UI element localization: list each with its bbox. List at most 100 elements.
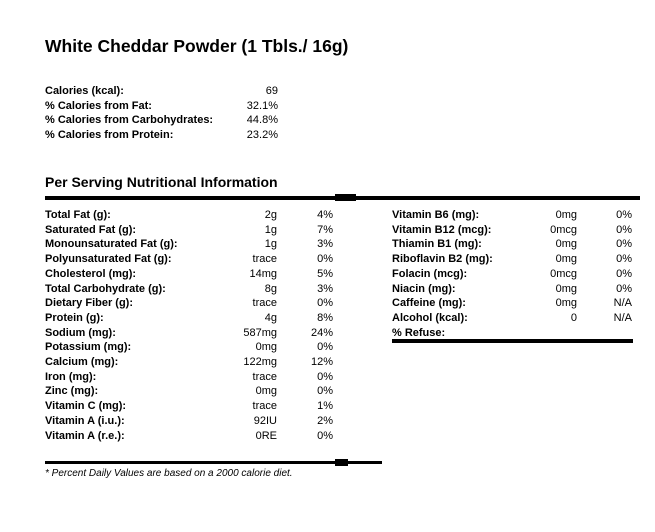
nutrient-amount: 0mg xyxy=(255,341,277,354)
nutrient-daily-value: 4% xyxy=(317,209,333,221)
nutrient-daily-value: 0% xyxy=(317,385,333,398)
nutrient-amount: 0mcg xyxy=(550,267,577,280)
nutrient-amount: 0mg xyxy=(555,297,577,310)
nutrient-amount: 0mcg xyxy=(550,223,577,236)
nutrient-amount: 1g xyxy=(264,238,277,251)
nutrient-label: Zinc (mg): xyxy=(45,385,99,398)
nutrient-daily-value: 12% xyxy=(310,356,333,369)
nutrients-table-left: Total Fat (g): 2g 4% Saturated Fat (g): … xyxy=(45,208,333,443)
nutrient-row: Vitamin B6 (mg): 0mg 0% xyxy=(392,208,632,223)
nutrient-daily-value: 0% xyxy=(317,370,333,383)
nutrient-row: Cholesterol (mg): 14mg 5% xyxy=(45,267,333,282)
nutrient-amount: 0mg xyxy=(555,238,577,251)
nutrient-label: Calcium (mg): xyxy=(45,356,119,369)
section-header: Per Serving Nutritional Information xyxy=(45,174,278,190)
nutrient-label: Sodium (mg): xyxy=(45,326,116,339)
nutrient-daily-value: 0% xyxy=(616,209,632,221)
nutrient-row: Monounsaturated Fat (g): 1g 3% xyxy=(45,237,333,252)
nutrient-row: Total Fat (g): 2g 4% xyxy=(45,208,333,223)
nutrient-daily-value: 3% xyxy=(317,282,333,295)
nutrient-amount: 0mg xyxy=(555,282,577,295)
calorie-row-label: % Calories from Fat: xyxy=(45,99,152,112)
nutrient-row: Vitamin A (r.e.): 0RE 0% xyxy=(45,429,333,444)
nutrient-daily-value: 0% xyxy=(317,429,333,442)
nutrient-label: Vitamin C (mg): xyxy=(45,400,127,413)
nutrient-label: Vitamin B12 (mcg): xyxy=(392,223,492,236)
nutrient-row: Potassium (mg): 0mg 0% xyxy=(45,340,333,355)
nutrient-label: Saturated Fat (g): xyxy=(45,223,137,236)
nutrient-amount: 0mg xyxy=(255,385,277,398)
calorie-row-label: Calories (kcal): xyxy=(45,85,124,97)
nutrient-row: Niacin (mg): 0mg 0% xyxy=(392,282,632,297)
nutrient-row: % Refuse: xyxy=(392,326,632,341)
nutrient-label: Potassium (mg): xyxy=(45,341,132,354)
nutrient-row: Thiamin B1 (mg): 0mg 0% xyxy=(392,237,632,252)
nutrient-row: Total Carbohydrate (g): 8g 3% xyxy=(45,282,333,297)
nutrient-label: Caffeine (mg): xyxy=(392,297,466,310)
nutrient-amount: 4g xyxy=(264,311,277,324)
nutrient-daily-value: 0% xyxy=(317,253,333,266)
nutrient-daily-value: 8% xyxy=(317,311,333,324)
calorie-row-value: 23.2% xyxy=(246,129,278,142)
nutrient-daily-value: 0% xyxy=(616,238,632,251)
nutrient-label: Vitamin A (i.u.): xyxy=(45,414,125,427)
nutrient-label: Total Fat (g): xyxy=(45,209,111,221)
nutrient-row: Vitamin C (mg): trace 1% xyxy=(45,399,333,414)
nutrient-row: Vitamin B12 (mcg): 0mcg 0% xyxy=(392,223,632,238)
nutrient-daily-value: 3% xyxy=(317,238,333,251)
nutrient-row: Riboflavin B2 (mg): 0mg 0% xyxy=(392,252,632,267)
nutrient-daily-value: 0% xyxy=(616,282,632,295)
nutrient-label: Folacin (mcg): xyxy=(392,267,468,280)
calories-summary-table: Calories (kcal): 69 % Calories from Fat:… xyxy=(45,84,278,143)
calorie-row-label: % Calories from Carbohydrates: xyxy=(45,114,214,127)
nutrient-amount: 122mg xyxy=(243,356,277,369)
nutrient-row: Vitamin A (i.u.): 92IU 2% xyxy=(45,414,333,429)
nutrient-row: Protein (g): 4g 8% xyxy=(45,311,333,326)
right-column-bottom-rule xyxy=(392,339,633,343)
nutrient-daily-value: 7% xyxy=(317,223,333,236)
nutrient-label: Polyunsaturated Fat (g): xyxy=(45,253,172,266)
left-column-bottom-rule xyxy=(45,461,382,464)
nutrient-daily-value: 0% xyxy=(616,253,632,266)
nutrient-amount: 92IU xyxy=(253,414,277,427)
nutrient-amount: trace xyxy=(252,297,277,310)
nutrient-label: Dietary Fiber (g): xyxy=(45,297,134,310)
header-rule-thick-segment xyxy=(335,194,356,201)
nutrient-daily-value: 1% xyxy=(317,400,333,413)
nutrient-row: Folacin (mcg): 0mcg 0% xyxy=(392,267,632,282)
calorie-summary-row: % Calories from Carbohydrates: 44.8% xyxy=(45,113,278,128)
calorie-summary-row: % Calories from Protein: 23.2% xyxy=(45,128,278,143)
nutrient-amount: 0 xyxy=(570,311,577,324)
nutrient-amount: 0mg xyxy=(555,253,577,266)
nutrient-label: % Refuse: xyxy=(392,326,446,339)
calorie-row-label: % Calories from Protein: xyxy=(45,129,174,142)
nutrient-amount: trace xyxy=(252,370,277,383)
nutrient-daily-value: 24% xyxy=(310,326,333,339)
nutrient-row: Dietary Fiber (g): trace 0% xyxy=(45,296,333,311)
nutrient-amount: 0RE xyxy=(255,429,277,442)
nutrient-daily-value: 0% xyxy=(616,267,632,280)
nutrient-amount: trace xyxy=(252,400,277,413)
nutrient-label: Total Carbohydrate (g): xyxy=(45,282,166,295)
nutrient-daily-value: 0% xyxy=(317,341,333,354)
nutrient-row: Zinc (mg): 0mg 0% xyxy=(45,384,333,399)
nutrient-amount: 8g xyxy=(264,282,277,295)
nutrient-label: Cholesterol (mg): xyxy=(45,267,137,280)
nutrient-row: Sodium (mg): 587mg 24% xyxy=(45,326,333,341)
nutrient-amount: 2g xyxy=(264,209,277,221)
nutrient-amount: 0mg xyxy=(555,209,577,221)
nutrient-daily-value: 0% xyxy=(616,223,632,236)
nutrient-daily-value: 2% xyxy=(317,414,333,427)
nutrient-row: Iron (mg): trace 0% xyxy=(45,370,333,385)
nutrient-row: Alcohol (kcal): 0 N/A xyxy=(392,311,632,326)
nutrient-row: Calcium (mg): 122mg 12% xyxy=(45,355,333,370)
nutrient-daily-value: N/A xyxy=(613,297,632,310)
nutrient-label: Alcohol (kcal): xyxy=(392,311,468,324)
calorie-row-value: 44.8% xyxy=(246,114,278,127)
nutrient-daily-value: N/A xyxy=(613,311,632,324)
nutrient-amount: trace xyxy=(252,253,277,266)
calorie-summary-row: % Calories from Fat: 32.1% xyxy=(45,99,278,114)
nutrient-label: Iron (mg): xyxy=(45,370,97,383)
nutrient-row: Saturated Fat (g): 1g 7% xyxy=(45,223,333,238)
